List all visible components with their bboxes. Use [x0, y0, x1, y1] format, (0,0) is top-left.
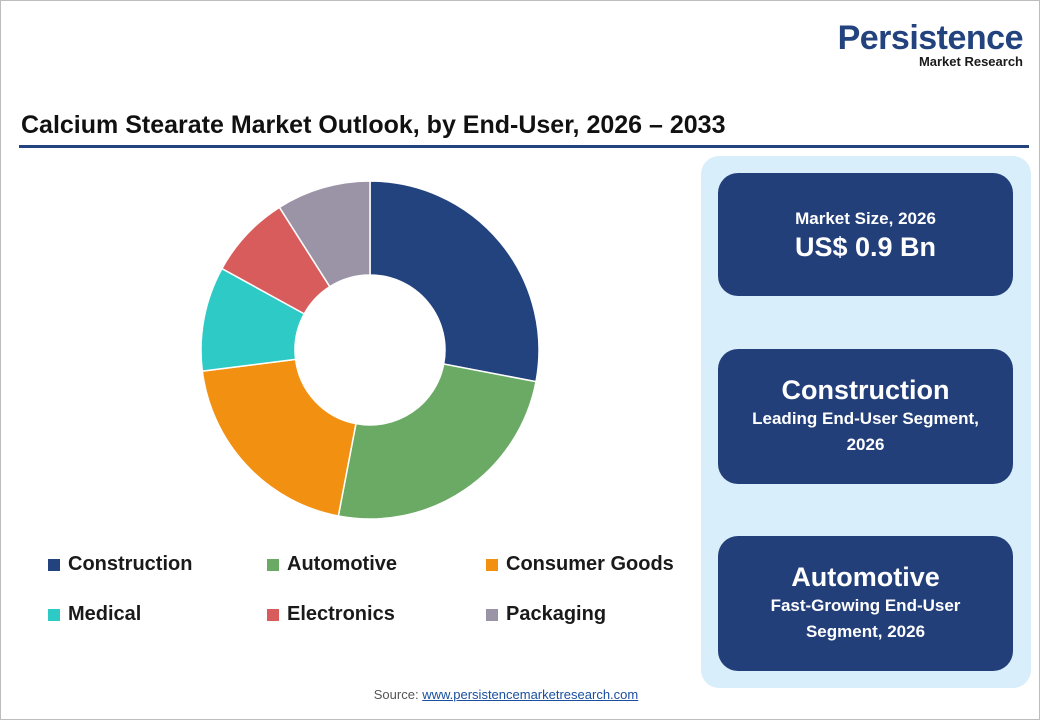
legend-swatch	[267, 558, 279, 571]
card: Construction Leading End-User Segment, 2…	[718, 349, 1013, 484]
legend-item: Medical	[48, 603, 141, 626]
legend-swatch	[267, 608, 279, 621]
legend-item: Consumer Goods	[486, 553, 674, 576]
source-prefix: Source:	[373, 687, 419, 702]
donut-slice	[369, 180, 540, 383]
logo-name: Persistence	[837, 19, 1024, 57]
legend-label: Consumer Goods	[506, 553, 674, 575]
legend-label: Medical	[68, 603, 142, 625]
legend-swatch	[486, 558, 498, 571]
legend-item: Construction	[48, 553, 192, 576]
donut-slice	[201, 358, 357, 517]
legend-item: Electronics	[267, 603, 395, 626]
source: Source: www.persistencemarketresearch.co…	[1, 687, 1011, 702]
chart	[200, 180, 540, 520]
legend-swatch	[48, 608, 60, 621]
card: Market Size, 2026 US$ 0.9 Bn	[718, 173, 1013, 296]
legend-swatch	[48, 558, 60, 571]
title-rule	[19, 145, 1029, 148]
legend-label: Electronics	[287, 603, 395, 625]
source-link[interactable]: www.persistencemarketresearch.com	[422, 687, 639, 702]
card-value: US$ 0.9 Bn	[794, 232, 937, 262]
card-label: Market Size, 2026	[795, 209, 936, 228]
card: Automotive Fast-Growing End-User Segment…	[718, 536, 1013, 671]
card-label: Leading End-User Segment, 2026	[752, 409, 979, 454]
chart-title: Calcium Stearate Market Outlook, by End-…	[21, 111, 726, 139]
donut-slice	[278, 180, 371, 288]
legend-item: Automotive	[267, 553, 397, 576]
legend-label: Automotive	[287, 553, 397, 575]
card-value: Construction	[781, 375, 950, 405]
donut-slice	[337, 363, 537, 520]
logo-tagline: Market Research	[918, 54, 1023, 69]
card-value: Automotive	[791, 562, 940, 592]
legend-label: Packaging	[506, 603, 607, 625]
legend-swatch	[486, 608, 498, 621]
card-label: Fast-Growing End-User Segment, 2026	[770, 596, 961, 641]
legend-item: Packaging	[486, 603, 606, 626]
legend-label: Construction	[68, 553, 193, 575]
